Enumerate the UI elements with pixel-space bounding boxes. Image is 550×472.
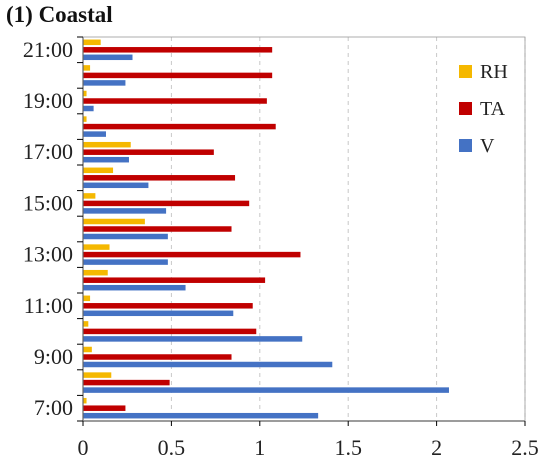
bar-v-1900 <box>83 105 94 112</box>
legend-label-rh: RH <box>480 61 508 83</box>
y-tick-label: 19:00 <box>23 88 73 113</box>
bar-v-800 <box>83 387 449 393</box>
bar-rh-1900 <box>83 90 87 97</box>
bar-v-2000 <box>83 80 126 86</box>
y-tick-label: 9:00 <box>34 344 73 369</box>
y-tick-label: 11:00 <box>24 293 73 318</box>
bar-rh-1600 <box>83 167 114 174</box>
bar-v-1100 <box>83 310 234 317</box>
bar-ta-1100 <box>83 303 253 309</box>
bar-rh-800 <box>83 372 112 378</box>
bar-rh-1400 <box>83 218 145 225</box>
y-tick-label: 21:00 <box>23 37 73 62</box>
bar-ta-1200 <box>83 277 266 283</box>
y-tick-label: 7:00 <box>34 395 73 420</box>
bar-ta-1500 <box>83 200 250 207</box>
bar-ta-800 <box>83 379 170 386</box>
bar-v-1000 <box>83 336 303 342</box>
bar-ta-2100 <box>83 47 273 53</box>
bar-rh-1100 <box>83 295 91 302</box>
bar-v-1300 <box>83 259 168 265</box>
legend-label-v: V <box>480 135 495 157</box>
legend-swatch-rh <box>459 65 472 78</box>
bar-rh-1500 <box>83 193 96 199</box>
legend-label-ta: TA <box>480 98 506 120</box>
legend-swatch-ta <box>459 102 472 115</box>
x-tick-label: 2 <box>431 435 442 460</box>
bar-v-900 <box>83 361 333 368</box>
bar-rh-1200 <box>83 269 108 276</box>
bar-v-700 <box>83 412 319 419</box>
bar-ta-700 <box>83 405 126 411</box>
legend-swatch-v <box>459 139 472 152</box>
bar-v-1400 <box>83 233 168 240</box>
bar-v-1700 <box>83 156 129 163</box>
bar-rh-2100 <box>83 39 101 46</box>
x-tick-label: 2.5 <box>511 435 539 460</box>
bar-ta-1900 <box>83 98 267 104</box>
bar-ta-1300 <box>83 251 301 258</box>
x-tick-label: 0.5 <box>158 435 186 460</box>
bar-v-1500 <box>83 208 167 214</box>
plot-frame <box>82 36 526 422</box>
bar-ta-2000 <box>83 72 273 79</box>
bar-rh-1700 <box>83 141 131 148</box>
x-tick-label: 1.5 <box>334 435 362 460</box>
bar-rh-1800 <box>83 116 87 122</box>
bar-ta-1400 <box>83 226 232 232</box>
bar-ta-1700 <box>83 149 214 155</box>
chart-title: (1) Coastal <box>6 2 113 27</box>
bar-ta-900 <box>83 354 232 360</box>
y-tick-label: 15:00 <box>23 190 73 215</box>
bar-v-1200 <box>83 284 186 291</box>
bar-rh-1300 <box>83 244 110 250</box>
bar-ta-1800 <box>83 123 276 130</box>
bar-ta-1000 <box>83 328 257 335</box>
bar-v-1800 <box>83 131 106 137</box>
bar-v-2100 <box>83 54 133 61</box>
bar-v-1600 <box>83 182 149 189</box>
bar-rh-700 <box>83 397 87 404</box>
x-tick-label: 1 <box>254 435 265 460</box>
x-tick-label: 0 <box>78 435 89 460</box>
y-tick-label: 13:00 <box>23 242 73 267</box>
bar-rh-2000 <box>83 65 91 71</box>
bar-ta-1600 <box>83 175 236 181</box>
bar-rh-900 <box>83 346 92 353</box>
y-tick-label: 17:00 <box>23 139 73 164</box>
bar-rh-1000 <box>83 321 89 327</box>
